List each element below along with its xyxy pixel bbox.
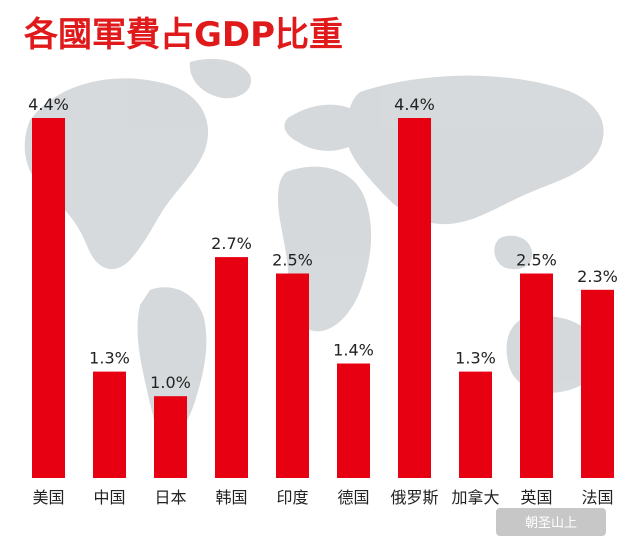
bar-5 <box>337 363 370 478</box>
category-label-3: 韩国 <box>215 488 247 507</box>
category-label-8: 英国 <box>520 488 552 507</box>
value-label-6: 4.4% <box>394 95 435 114</box>
value-label-9: 2.3% <box>577 267 618 286</box>
bar-3 <box>215 257 248 478</box>
bar-2 <box>154 396 187 478</box>
category-label-6: 俄罗斯 <box>390 488 438 507</box>
category-label-4: 印度 <box>276 488 308 507</box>
value-label-5: 1.4% <box>333 341 374 360</box>
chart-title: 各國軍費占GDP比重 <box>24 15 343 55</box>
bar-9 <box>581 289 614 478</box>
category-label-1: 中国 <box>93 488 125 507</box>
bar-6 <box>398 118 431 478</box>
value-label-7: 1.3% <box>455 349 496 368</box>
value-label-1: 1.3% <box>89 349 130 368</box>
value-label-2: 1.0% <box>150 373 191 392</box>
bar-0 <box>32 118 65 478</box>
watermark-backdrop <box>496 508 606 536</box>
chart-title-text: 各國軍費占GDP比重 <box>24 15 343 55</box>
bar-8 <box>520 273 553 478</box>
value-label-0: 4.4% <box>28 95 69 114</box>
value-label-8: 2.5% <box>516 251 557 270</box>
category-label-9: 法国 <box>581 488 613 507</box>
bar-4 <box>276 273 309 478</box>
bar-7 <box>459 371 492 478</box>
category-label-0: 美国 <box>32 488 64 507</box>
value-label-4: 2.5% <box>272 251 313 270</box>
value-label-3: 2.7% <box>211 234 252 253</box>
watermark: 朝圣山上 <box>496 508 606 536</box>
watermark-text: 朝圣山上 <box>525 516 577 531</box>
bars-group <box>32 118 614 478</box>
bar-1 <box>93 371 126 478</box>
category-label-5: 德国 <box>337 488 369 507</box>
category-labels-group: 美国 中国 日本 韩国 印度 德国 俄罗斯 加拿大 英国 法国 <box>32 488 613 507</box>
value-labels-group: 4.4% 1.3% 1.0% 2.7% 2.5% 1.4% 4.4% 1.3% 2.5% 2.3% <box>28 95 618 392</box>
category-label-2: 日本 <box>154 488 186 507</box>
category-label-7: 加拿大 <box>451 488 499 507</box>
